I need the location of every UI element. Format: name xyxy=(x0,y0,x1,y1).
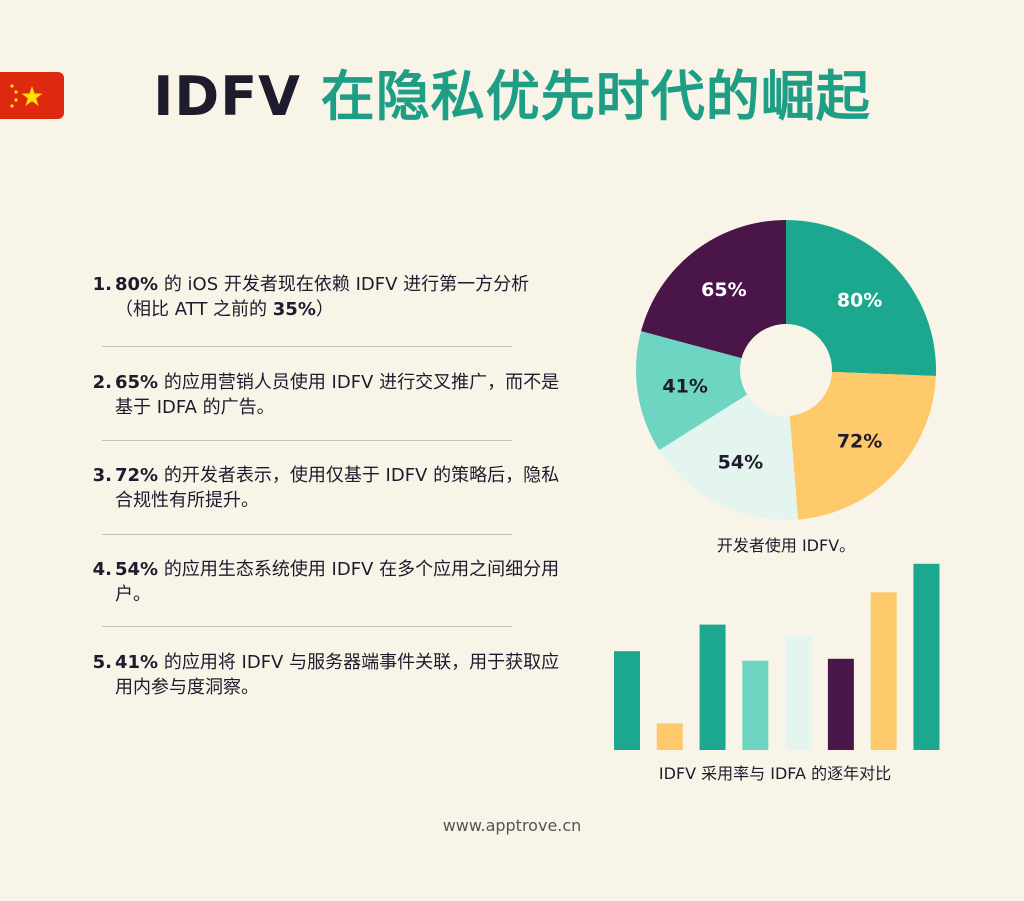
item-lead: 41% xyxy=(115,652,159,673)
item-body: 80% 的 iOS 开发者现在依赖 IDFV 进行第一方分析（相比 ATT 之前… xyxy=(115,272,560,322)
bar xyxy=(913,563,940,750)
item-text: 的应用营销人员使用 IDFV 进行交叉推广，而不是基于 IDFA 的广告。 xyxy=(115,372,560,418)
divider xyxy=(102,534,512,535)
pie-slice xyxy=(636,331,748,451)
item-body: 72% 的开发者表示，使用仅基于 IDFV 的策略后，隐私合规性有所提升。 xyxy=(115,463,560,513)
bar xyxy=(827,658,854,750)
pie-slice-label: 54% xyxy=(718,451,763,473)
title-rest: 在隐私优先时代的崛起 xyxy=(320,65,871,128)
item-number: 4. xyxy=(92,559,112,580)
item-lead: 65% xyxy=(115,372,159,393)
item-lead: 72% xyxy=(115,465,159,486)
item-lead: 54% xyxy=(115,559,159,580)
item-text: 的应用生态系统使用 IDFV 在多个应用之间细分用户。 xyxy=(115,559,560,605)
item-body: 65% 的应用营销人员使用 IDFV 进行交叉推广，而不是基于 IDFA 的广告… xyxy=(115,370,560,420)
bar-caption: IDFV 采用率与 IDFA 的逐年对比 xyxy=(658,764,892,783)
divider xyxy=(102,440,512,441)
item-lead: 80% xyxy=(115,274,159,295)
footer-url: www.apptrove.cn xyxy=(442,816,582,835)
item-body: 54% 的应用生态系统使用 IDFV 在多个应用之间细分用户。 xyxy=(115,557,560,607)
bar xyxy=(614,651,640,750)
pie-slice xyxy=(786,220,936,377)
bar xyxy=(742,660,769,750)
bar xyxy=(656,723,683,750)
pie-slice-label: 80% xyxy=(837,289,882,311)
item-end: ） xyxy=(315,299,334,320)
item-number: 3. xyxy=(92,465,112,486)
bar xyxy=(785,636,812,750)
page-title: IDFV 在隐私优先时代的崛起 xyxy=(0,62,1024,132)
pie-slice-label: 41% xyxy=(662,375,707,397)
bar-chart xyxy=(614,563,940,750)
pie-caption: 开发者使用 IDFV。 xyxy=(716,536,856,555)
bar xyxy=(699,624,726,750)
item-number: 2. xyxy=(92,372,112,393)
bar xyxy=(870,592,897,750)
donut-chart: 80% 72% 54% 41% 65% xyxy=(636,220,936,520)
item-number: 1. xyxy=(92,274,112,295)
item-text: 的开发者表示，使用仅基于 IDFV 的策略后，隐私合规性有所提升。 xyxy=(115,465,560,511)
item-body: 41% 的应用将 IDFV 与服务器端事件关联，用于获取应用内参与度洞察。 xyxy=(115,650,560,700)
pie-slice xyxy=(659,394,799,520)
pie-slice xyxy=(641,220,786,359)
pie-slice xyxy=(789,371,936,520)
pie-slice-label: 72% xyxy=(837,431,882,453)
divider xyxy=(102,626,512,627)
item-number: 5. xyxy=(92,652,112,673)
item-text: 的应用将 IDFV 与服务器端事件关联，用于获取应用内参与度洞察。 xyxy=(115,652,560,698)
item-tail: 35% xyxy=(272,299,316,320)
china-flag-icon xyxy=(0,72,64,119)
pie-slice-label: 65% xyxy=(701,279,746,301)
item-text: 的 iOS 开发者现在依赖 IDFV 进行第一方分析（相比 ATT 之前的 xyxy=(115,274,530,320)
title-brand: IDFV xyxy=(153,65,301,128)
divider xyxy=(102,346,512,347)
